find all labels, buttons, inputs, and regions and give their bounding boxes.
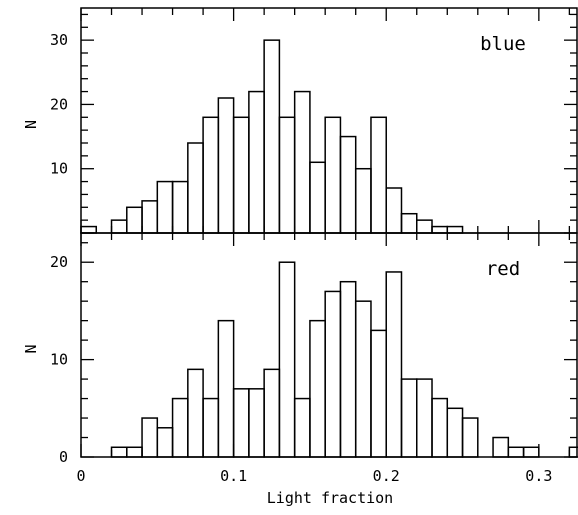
histogram-bar: [431, 225, 449, 234]
y-tick-label: 30: [50, 31, 68, 49]
histogram-bar: [370, 329, 387, 458]
histogram-bar: [248, 388, 265, 458]
histogram-bar: [416, 219, 433, 234]
histogram-bar: [278, 261, 296, 458]
histogram-bar: [126, 446, 143, 458]
histogram-bar: [232, 388, 250, 458]
histogram-bar: [141, 200, 159, 234]
histogram-bar: [171, 397, 189, 458]
histogram-bar: [187, 142, 204, 234]
histogram-bar: [385, 271, 403, 458]
histogram-bar: [446, 225, 464, 234]
histogram-bar: [461, 417, 479, 458]
panel-label-red: red: [486, 258, 520, 280]
panel-label-blue: blue: [480, 33, 526, 55]
histogram-bar: [156, 180, 174, 234]
histogram-bar: [492, 436, 510, 458]
histogram-bar: [400, 378, 418, 458]
histogram-bar: [110, 219, 128, 234]
histogram-bar: [354, 167, 372, 234]
y-tick-label: 10: [50, 351, 68, 369]
histogram-bar: [522, 446, 540, 458]
histogram-bar: [141, 417, 159, 458]
histogram-bar: [416, 378, 433, 458]
histogram-bar: [293, 90, 311, 234]
histogram-bar: [278, 116, 296, 234]
histogram-bar: [263, 368, 281, 458]
y-axis-label: N: [22, 344, 40, 353]
histogram-bar: [354, 300, 372, 458]
histogram-bar: [110, 446, 128, 458]
y-axis-label: N: [22, 120, 40, 129]
x-tick-label: 0: [76, 467, 85, 485]
histogram-bar: [400, 212, 418, 234]
histogram-bar: [202, 397, 220, 458]
histogram-bar: [507, 446, 525, 458]
histogram-bar: [126, 206, 143, 234]
histogram-bar: [339, 280, 357, 458]
y-tick-label: 20: [50, 95, 68, 113]
histogram-bar: [217, 97, 235, 234]
histogram-bar: [324, 116, 342, 234]
histogram-bar: [263, 39, 281, 234]
histogram-bar: [202, 116, 220, 234]
x-tick-label: 0.2: [373, 467, 400, 485]
histogram-bar: [370, 116, 387, 234]
histogram-bar: [446, 407, 464, 458]
histogram-bar: [80, 225, 98, 234]
histogram-bar: [232, 116, 250, 234]
histogram-bar: [187, 368, 204, 458]
histogram-bar: [309, 161, 326, 234]
y-tick-label: 10: [50, 160, 68, 178]
histogram-bar: [324, 290, 342, 458]
histogram-bar: [217, 319, 235, 458]
histogram-bar: [385, 187, 403, 234]
x-tick-label: 0.3: [525, 467, 552, 485]
histogram-bar: [293, 397, 311, 458]
histogram-bar: [339, 135, 357, 234]
histogram-bar: [431, 397, 449, 458]
histogram-bar: [248, 90, 265, 234]
plot-frame: [80, 232, 578, 458]
y-tick-label: 0: [59, 448, 68, 466]
y-tick-label: 20: [50, 253, 68, 271]
x-tick-label: 0.1: [220, 467, 247, 485]
histogram-bar: [156, 427, 174, 458]
histogram-bar: [171, 180, 189, 234]
x-axis-label: Light fraction: [267, 489, 393, 507]
histogram-bar: [309, 319, 326, 458]
